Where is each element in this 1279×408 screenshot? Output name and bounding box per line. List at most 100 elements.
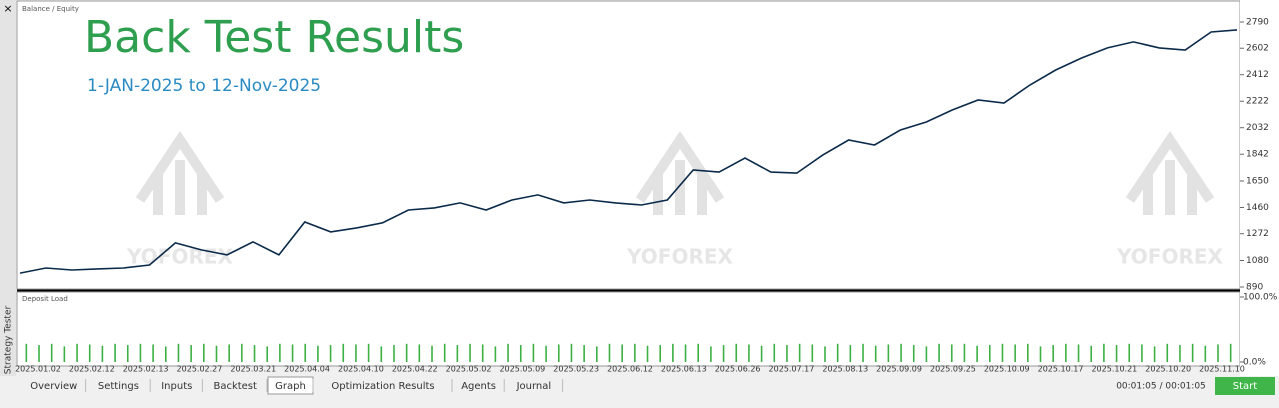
load-bar: [988, 345, 991, 362]
tab-label[interactable]: Settings: [98, 381, 139, 392]
date-label: 2025.10.21: [1091, 365, 1137, 374]
subtitle: 1-JAN-2025 to 12-Nov-2025: [87, 76, 321, 96]
date-label: 2025.06.13: [661, 365, 707, 374]
load-bar: [1166, 343, 1169, 362]
load-bar: [621, 344, 623, 362]
y-tick-label: 100.0%: [1243, 293, 1278, 303]
tab[interactable]: [22, 377, 86, 394]
tab-label[interactable]: Optimization Results: [331, 381, 434, 392]
date-label: 2025.11.10: [1199, 365, 1245, 374]
date-label: 2025.04.04: [284, 365, 330, 374]
load-bar: [469, 343, 471, 362]
tab[interactable]: [314, 377, 452, 394]
sidebar: [0, 0, 16, 404]
load-bar: [139, 343, 142, 362]
load-bar: [1115, 345, 1118, 362]
load-bar: [317, 345, 319, 362]
load-bar: [241, 343, 243, 362]
balance-line: [19, 29, 1238, 274]
date-label: 2025.10.17: [1038, 365, 1084, 374]
pane-label: Balance / Equity: [22, 5, 79, 13]
date-label: 2025.02.13: [123, 365, 169, 374]
date-label: 2025.04.22: [392, 365, 438, 374]
load-bar: [1217, 344, 1219, 362]
load-bar: [925, 346, 928, 362]
tab-label[interactable]: Journal: [516, 381, 552, 392]
load-bar: [963, 343, 966, 362]
load-bar: [253, 345, 256, 362]
tab[interactable]: [453, 377, 505, 394]
y-tick-label: 0.0%: [1243, 358, 1266, 368]
load-bar: [697, 343, 700, 362]
load-bar: [329, 345, 332, 362]
load-bar: [63, 346, 66, 362]
tab[interactable]: [505, 377, 563, 394]
elapsed-time: 00:01:05 / 00:01:05: [1116, 382, 1206, 392]
load-bar: [773, 343, 776, 362]
load-bar: [1065, 343, 1067, 362]
load-bar: [1141, 344, 1143, 362]
load-bar: [443, 343, 446, 362]
load-bar: [798, 343, 801, 362]
load-bar: [164, 346, 167, 362]
y-tick-label: 2412: [1246, 70, 1269, 80]
load-bar: [710, 346, 712, 362]
load-bar: [228, 344, 230, 362]
load-bar: [862, 343, 864, 362]
load-bar: [722, 345, 725, 362]
start-button[interactable]: [1215, 377, 1275, 395]
tab-label[interactable]: Overview: [30, 381, 77, 392]
tab-label[interactable]: Agents: [461, 381, 496, 392]
load-bar: [735, 343, 738, 362]
load-bar: [900, 343, 902, 362]
load-bar: [1077, 344, 1080, 362]
load-bar: [393, 345, 395, 362]
load-bar: [976, 345, 978, 362]
tab-label[interactable]: Graph: [275, 381, 306, 392]
load-bar: [190, 345, 192, 362]
load-bar: [1090, 345, 1093, 362]
y-tick-label: 1842: [1246, 150, 1269, 160]
close-button[interactable]: ×: [3, 2, 12, 15]
load-bar: [545, 345, 547, 362]
load-bar: [279, 343, 281, 362]
load-bar: [405, 343, 408, 362]
sidebar-title: Strategy Tester: [4, 306, 14, 375]
load-bar: [950, 344, 953, 362]
load-bar: [152, 344, 154, 362]
load-bar: [824, 346, 826, 362]
date-label: 2025.05.23: [553, 365, 599, 374]
tab[interactable]: [203, 377, 267, 394]
date-label: 2025.03.21: [230, 365, 276, 374]
load-bar: [912, 345, 915, 362]
date-label: 2025.06.12: [607, 365, 653, 374]
load-bar: [1103, 343, 1105, 362]
load-bar: [38, 345, 40, 362]
date-label: 2025.10.09: [984, 365, 1030, 374]
load-bar: [646, 345, 649, 362]
load-bar: [304, 343, 307, 362]
load-bar: [380, 346, 383, 362]
load-bar: [1001, 343, 1004, 362]
date-label: 2025.06.26: [715, 365, 761, 374]
tab-label[interactable]: Inputs: [161, 381, 192, 392]
date-label: 2025.10.20: [1145, 365, 1191, 374]
tab[interactable]: [151, 377, 203, 394]
tab-label[interactable]: Backtest: [213, 381, 257, 392]
load-bar: [1204, 345, 1207, 362]
date-label: 2025.08.13: [822, 365, 868, 374]
tab[interactable]: [86, 377, 151, 394]
date-label: 2025.01.02: [15, 365, 61, 374]
load-bar: [291, 344, 294, 362]
start-label[interactable]: Start: [1233, 381, 1258, 392]
load-bar: [596, 346, 598, 362]
load-bar: [1027, 343, 1029, 362]
watermark-text: YOFOREX: [1116, 245, 1223, 269]
load-bar: [1191, 343, 1194, 362]
watermark-text: YOFOREX: [626, 245, 733, 269]
load-bar: [431, 345, 433, 362]
load-bar: [50, 343, 53, 362]
date-label: 2025.02.12: [69, 365, 115, 374]
